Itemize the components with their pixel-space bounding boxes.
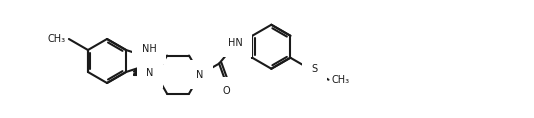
Text: N: N xyxy=(146,68,154,78)
Text: HN: HN xyxy=(228,38,242,48)
Text: NH: NH xyxy=(142,44,156,54)
Text: CH₃: CH₃ xyxy=(332,75,350,85)
Text: N: N xyxy=(197,70,204,80)
Text: O: O xyxy=(223,86,231,96)
Text: S: S xyxy=(311,64,318,74)
Text: CH₃: CH₃ xyxy=(48,34,66,44)
